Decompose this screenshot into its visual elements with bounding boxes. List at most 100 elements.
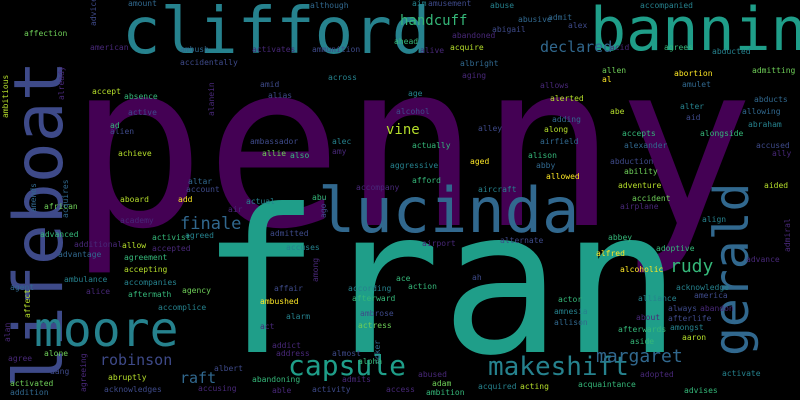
word-activates: activates [252,45,296,54]
word-amid: amid [260,80,280,89]
word-aboard: aboard [120,195,149,204]
word-allowed: allowed [546,172,580,181]
word-according: according [348,284,392,293]
word-alfred: alfred [596,249,625,258]
word-adoptive: adoptive [656,244,695,253]
word-aang: aang [50,367,70,376]
word-acknowledge: acknowledge [676,283,729,292]
word-alter: alter [680,102,705,111]
word-addition: addition [10,388,49,397]
word-abandon: abandon [700,304,734,313]
word-afterlife: afterlife [668,314,712,323]
word-abortion: abortion [674,69,713,78]
word-advice: advice [89,0,98,26]
word-about: about [636,313,661,322]
word-alice: alice [86,287,111,296]
word-moore: moore [34,302,179,358]
word-amy: amy [332,147,347,156]
word-accused: accused [756,141,790,150]
word-activated: activated [10,379,54,388]
word-vine: vine [386,122,420,138]
word-among: among [311,257,320,282]
word-advises: advises [684,386,718,395]
word-accept: accept [92,87,121,96]
word-align: align [702,215,727,224]
word-achieve: achieve [118,149,152,158]
word-clifford: clifford [122,0,431,69]
word-acquaintance: acquaintance [578,380,636,389]
word-actor: actor [558,295,583,304]
word-alcoholic: alcoholic [620,265,664,274]
word-acquire: acquire [450,43,484,52]
word-agree: agree [8,354,33,363]
word-always: always [668,304,697,313]
word-alongside: alongside [700,129,744,138]
word-able: able [272,386,292,395]
word-alone: alone [44,349,69,358]
word-abuse: abuse [490,1,515,10]
word-actual: actual [246,197,275,206]
word-america: america [694,291,728,300]
word-although: although [310,1,349,10]
word-adventure: adventure [618,181,662,190]
word-alarm: alarm [286,312,311,321]
word-agreement: agreement [124,253,168,262]
word-makeshift: makeshift [488,352,629,382]
word-declared: declared [540,38,613,56]
word-aid: aid [686,113,701,122]
word-already: already [57,66,66,100]
word-abducts: abducts [754,95,788,104]
word-action: action [408,282,437,291]
word-alexander: alexander [624,141,668,150]
word-airplane: airplane [620,202,659,211]
word-act: act [260,322,275,331]
word-accuses: accuses [286,243,320,252]
word-alcohol: alcohol [396,107,430,116]
word-ahead: ahead [394,37,419,46]
word-active: active [128,108,157,117]
word-admitted: admitted [270,229,309,238]
word-rudy: rudy [670,256,714,277]
word-ammunition: ammunition [312,45,361,54]
word-aside: aside [630,337,655,346]
word-accusing: accusing [198,384,237,393]
word-accepted: accepted [152,244,191,253]
word-accompanied: accompanied [640,1,693,10]
word-acquires: acquires [61,179,70,218]
word-aaron: aaron [682,333,707,342]
word-ambassador: ambassador [250,137,299,146]
word-almost: almost [332,349,361,358]
word-al: al [602,75,612,84]
word-accepting: accepting [124,265,168,274]
word-advantage: advantage [58,250,102,259]
word-allen: allen [602,66,627,75]
word-fran: fran [200,167,682,400]
word-address: address [276,349,310,358]
word-ambition: ambition [426,388,465,397]
word-aged: aged [470,157,490,166]
word-raft: raft [180,369,217,387]
word-allow: allow [122,241,147,250]
word-across: across [328,73,357,82]
word-abbey: abbey [608,233,633,242]
word-robinson: robinson [100,351,173,369]
word-admitting: admitting [752,66,796,75]
word-finale: finale [180,214,242,234]
word-agrees: agrees [664,43,693,52]
word-abducted: abducted [712,47,751,56]
word-abused: abused [418,370,447,379]
word-abusive: abusive [518,15,552,24]
word-aging: aging [462,71,487,80]
word-ambush: ambush [180,45,209,54]
word-advanced: advanced [40,230,79,239]
word-aircraft: aircraft [478,185,517,194]
word-actually: actually [412,141,451,150]
word-alley: alley [478,124,503,133]
word-abu: abu [312,193,327,202]
word-capsule: capsule [288,349,407,382]
word-lucinda: lucinda [318,174,580,247]
word-admiral: admiral [783,218,792,252]
word-affect: affect [23,289,32,318]
word-altar: altar [188,177,213,186]
word-additional: additional [74,240,123,249]
